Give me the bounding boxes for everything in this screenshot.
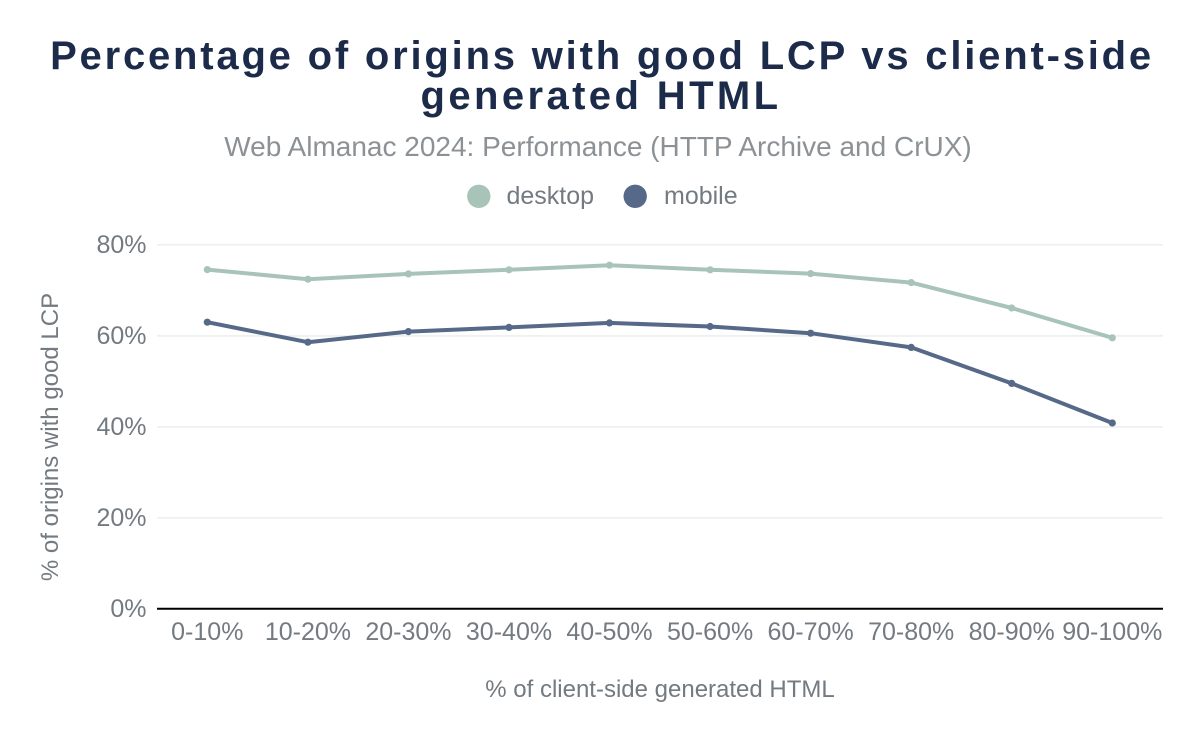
svg-text:generated HTML: generated HTML: [421, 74, 782, 118]
svg-text:40-50%: 40-50%: [566, 618, 652, 646]
svg-text:90-100%: 90-100%: [1062, 618, 1162, 646]
svg-text:20%: 20%: [96, 504, 146, 532]
svg-text:0-10%: 0-10%: [171, 618, 243, 646]
svg-text:80-90%: 80-90%: [969, 618, 1055, 646]
svg-text:60-70%: 60-70%: [768, 618, 854, 646]
svg-text:70-80%: 70-80%: [868, 618, 954, 646]
svg-text:% of origins with good LCP: % of origins with good LCP: [37, 293, 64, 581]
svg-text:10-20%: 10-20%: [265, 618, 351, 646]
svg-text:20-30%: 20-30%: [365, 618, 451, 646]
svg-text:50-60%: 50-60%: [667, 618, 753, 646]
svg-text:40%: 40%: [96, 413, 146, 441]
svg-text:mobile: mobile: [664, 182, 738, 210]
svg-text:Web Almanac 2024: Performance: Web Almanac 2024: Performance (HTTP Arch…: [224, 131, 972, 162]
svg-text:30-40%: 30-40%: [466, 618, 552, 646]
svg-text:80%: 80%: [96, 231, 146, 259]
svg-text:% of client-side generated HTM: % of client-side generated HTML: [485, 676, 835, 703]
svg-text:desktop: desktop: [507, 182, 595, 210]
svg-text:0%: 0%: [110, 595, 146, 623]
svg-text:60%: 60%: [96, 322, 146, 350]
svg-text:Percentage of origins with goo: Percentage of origins with good LCP vs c…: [50, 34, 1154, 78]
